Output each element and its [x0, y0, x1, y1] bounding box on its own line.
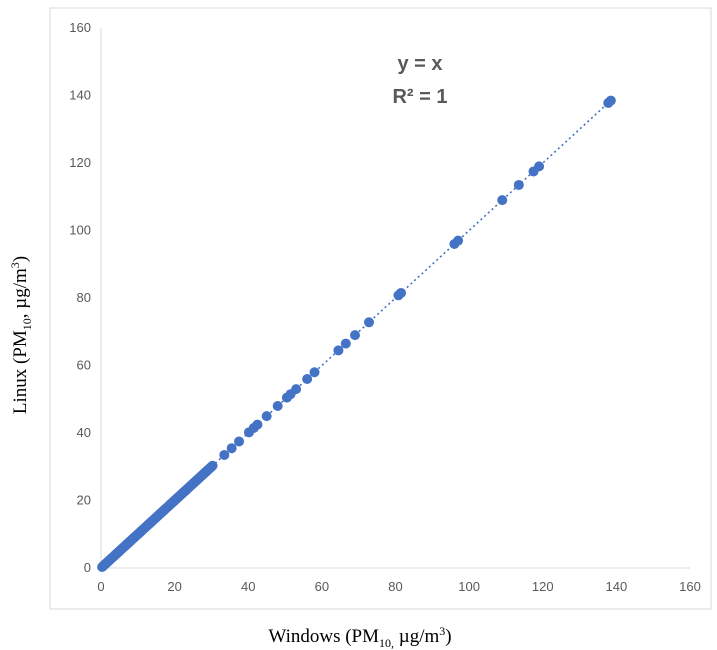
data-point — [534, 161, 545, 172]
data-point — [261, 411, 272, 422]
y-axis-title: Linux (PM10, µg/m3) — [8, 256, 34, 414]
trendline-equation: y = x — [397, 53, 442, 75]
data-point — [291, 384, 302, 395]
x-tick-label: 160 — [679, 579, 701, 594]
y-tick-label: 0 — [84, 560, 91, 575]
data-point — [207, 460, 218, 471]
data-point — [219, 449, 230, 460]
trendline-r-squared: R² = 1 — [392, 86, 447, 108]
data-point — [350, 330, 361, 341]
data-point — [333, 345, 344, 356]
y-tick-label: 160 — [69, 20, 91, 35]
x-axis-title-superscript: 3 — [439, 624, 445, 638]
y-tick-label: 100 — [69, 223, 91, 238]
y-axis-title-prefix: Linux (PM — [10, 330, 31, 414]
y-tick-label: 140 — [69, 88, 91, 103]
x-axis-title-prefix: Windows (PM — [268, 626, 379, 647]
x-axis-title-subscript: 10, — [379, 636, 394, 650]
y-axis-title-superscript: 3 — [8, 262, 22, 268]
x-axis-tick-labels: 0 20 40 60 80 100 120 140 160 — [97, 579, 700, 594]
x-axis-title-middle: µg/m — [394, 626, 439, 647]
y-tick-label: 60 — [77, 358, 91, 373]
y-tick-label: 20 — [77, 493, 91, 508]
data-point — [272, 401, 283, 411]
y-tick-label: 80 — [77, 290, 91, 305]
data-point — [497, 195, 508, 206]
data-point — [605, 95, 616, 106]
x-tick-label: 60 — [315, 579, 329, 594]
data-point — [234, 436, 245, 447]
y-axis-tick-labels: 0 20 40 60 80 100 120 140 160 — [69, 20, 91, 575]
data-points — [97, 95, 616, 572]
data-point — [396, 287, 407, 298]
data-point — [309, 367, 320, 378]
data-point — [513, 179, 524, 190]
y-axis-title-subscript: 10 — [20, 318, 34, 330]
data-point — [252, 419, 263, 430]
x-tick-label: 120 — [532, 579, 554, 594]
x-tick-label: 140 — [606, 579, 628, 594]
axes — [100, 28, 690, 569]
x-tick-label: 100 — [458, 579, 480, 594]
x-axis-title: Windows (PM10, µg/m3) — [268, 624, 451, 650]
data-point — [363, 317, 374, 328]
x-tick-label: 80 — [388, 579, 402, 594]
x-tick-label: 40 — [241, 579, 255, 594]
y-axis-title-middle: , µg/m — [10, 268, 31, 318]
data-point — [453, 235, 464, 246]
y-axis-title-suffix: ) — [10, 256, 31, 262]
x-tick-label: 20 — [167, 579, 181, 594]
y-tick-label: 40 — [77, 425, 91, 440]
y-tick-label: 120 — [69, 155, 91, 170]
data-point — [226, 443, 237, 454]
x-tick-label: 0 — [97, 579, 104, 594]
data-point — [340, 338, 351, 349]
data-point — [302, 374, 313, 384]
x-axis-title-suffix: ) — [445, 626, 451, 647]
